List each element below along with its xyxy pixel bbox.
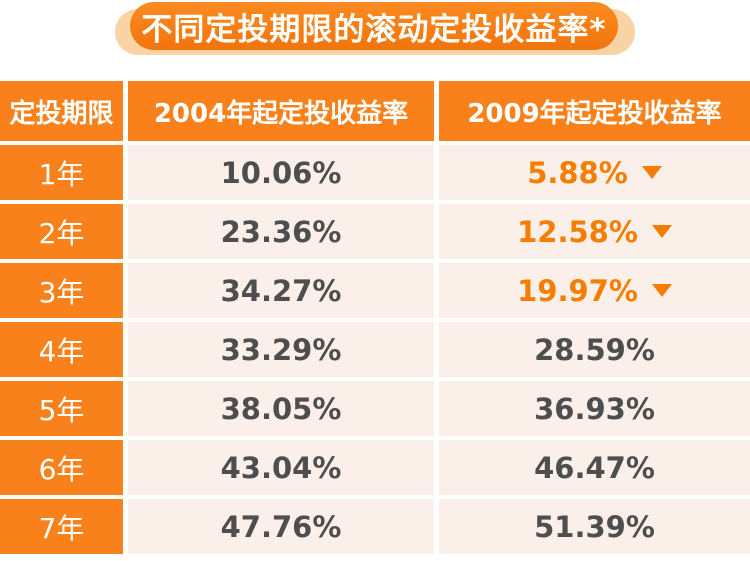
value-2004-cell: 38.05%: [128, 381, 434, 436]
value-2009-cell: 28.59%: [439, 322, 750, 377]
value-2004-cell: 33.29%: [128, 322, 434, 377]
down-triangle-icon: [651, 284, 672, 297]
header-2009: 2009年起定投收益率: [439, 81, 750, 141]
value-2009-cell: 12.58%: [439, 204, 750, 259]
page-title: 不同定投期限的滚动定投收益率*: [141, 11, 607, 48]
period-cell: 1年: [0, 145, 123, 200]
value-2009-text: 51.39%: [534, 509, 655, 544]
value-2009-text: 19.97%: [517, 273, 638, 308]
value-2009-text: 12.58%: [517, 214, 638, 249]
returns-table: 定投期限 2004年起定投收益率 2009年起定投收益率 1年 10.06% 5…: [0, 81, 750, 554]
period-cell: 5年: [0, 381, 123, 436]
value-2004-cell: 34.27%: [128, 263, 434, 318]
period-cell: 7年: [0, 499, 123, 554]
value-2004-cell: 10.06%: [128, 145, 434, 200]
period-cell: 4年: [0, 322, 123, 377]
value-2009-cell: 5.88%: [439, 145, 750, 200]
period-cell: 3年: [0, 263, 123, 318]
header-period: 定投期限: [0, 81, 123, 141]
period-cell: 6年: [0, 440, 123, 495]
value-2009-cell: 46.47%: [439, 440, 750, 495]
value-2009-text: 36.93%: [534, 391, 655, 426]
value-2009-text: 46.47%: [534, 450, 655, 485]
value-2004-cell: 47.76%: [128, 499, 434, 554]
title-banner: 不同定投期限的滚动定投收益率*: [0, 0, 750, 81]
header-2004: 2004年起定投收益率: [128, 81, 434, 141]
value-2009-cell: 19.97%: [439, 263, 750, 318]
down-triangle-icon: [651, 225, 672, 238]
value-2004-cell: 43.04%: [128, 440, 434, 495]
title-banner-pill: 不同定投期限的滚动定投收益率*: [130, 2, 618, 50]
value-2009-text: 5.88%: [527, 155, 628, 190]
value-2009-text: 28.59%: [534, 332, 655, 367]
period-cell: 2年: [0, 204, 123, 259]
value-2009-cell: 36.93%: [439, 381, 750, 436]
value-2004-cell: 23.36%: [128, 204, 434, 259]
down-triangle-icon: [641, 166, 662, 179]
value-2009-cell: 51.39%: [439, 499, 750, 554]
